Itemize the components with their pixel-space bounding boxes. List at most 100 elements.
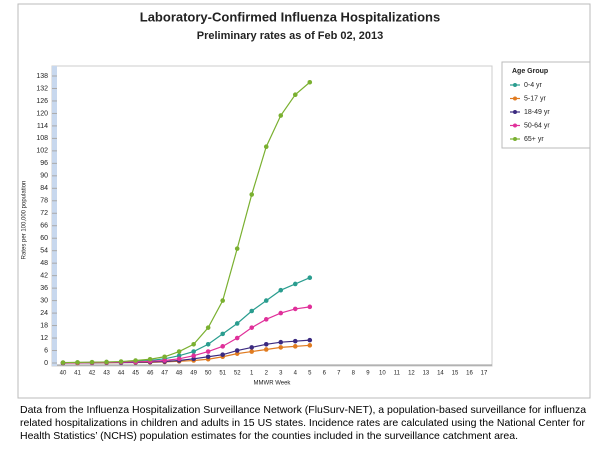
data-point [292, 92, 298, 98]
x-tick-label: 9 [366, 371, 370, 377]
data-point [234, 246, 240, 251]
data-point [249, 349, 255, 354]
data-point [292, 281, 298, 287]
data-point [263, 341, 269, 347]
data-point [205, 325, 211, 330]
data-point [263, 317, 269, 322]
data-point [104, 359, 109, 365]
y-tick-label: 72 [40, 210, 48, 217]
y-tick-label: 66 [40, 223, 48, 230]
data-point [307, 337, 313, 343]
y-tick-label: 90 [40, 173, 48, 180]
x-tick-label: 6 [323, 371, 327, 377]
data-point [307, 79, 313, 85]
data-point [278, 345, 284, 350]
x-tick-label: 10 [379, 371, 386, 377]
legend-title: Age Group [512, 68, 548, 75]
data-point [220, 344, 225, 349]
x-tick-label: 11 [394, 371, 401, 377]
data-point [249, 192, 255, 197]
y-tick-label: 84 [40, 185, 48, 192]
data-point [307, 304, 313, 310]
x-tick-label: 12 [408, 371, 415, 377]
x-tick-label: 8 [352, 371, 356, 377]
data-point [263, 347, 269, 352]
y-tick-label: 78 [40, 198, 48, 205]
data-point [118, 359, 124, 364]
data-point [162, 354, 167, 360]
series-line [62, 81, 311, 364]
x-tick-label: 45 [132, 371, 139, 377]
chart-subtitle: Preliminary rates as of Feb 02, 2013 [197, 30, 384, 42]
data-point [234, 321, 240, 326]
legend-dot [513, 123, 517, 128]
x-tick-label: 51 [219, 371, 226, 377]
x-tick-label: 16 [466, 371, 473, 377]
data-point [220, 298, 225, 303]
x-tick-label: 50 [205, 371, 212, 377]
x-tick-label: 14 [437, 371, 444, 377]
x-tick-label: 44 [118, 371, 125, 377]
x-tick-label: 52 [234, 371, 241, 377]
data-point [234, 348, 240, 353]
y-tick-label: 0 [44, 360, 48, 367]
x-tick-label: 13 [423, 371, 430, 377]
data-point [249, 325, 255, 330]
data-point [249, 308, 255, 314]
data-point [220, 352, 225, 357]
data-point [205, 341, 211, 347]
data-point [89, 359, 95, 365]
y-tick-label: 6 [44, 347, 48, 354]
x-tick-label: 40 [60, 371, 67, 377]
data-point [292, 306, 298, 312]
legend-label: 65+ yr [524, 136, 544, 143]
data-point [278, 287, 284, 293]
legend-box [501, 61, 591, 149]
y-tick-label: 42 [40, 272, 48, 279]
y-tick-label: 18 [40, 322, 48, 329]
legend-dot [513, 110, 517, 114]
x-tick-label: 47 [161, 371, 168, 377]
x-tick-label: 2 [265, 371, 269, 377]
legend-label: 0-4 yr [524, 82, 543, 89]
y-tick-label: 102 [36, 148, 48, 155]
y-tick-label: 132 [36, 85, 48, 92]
data-point [278, 339, 284, 345]
data-point [263, 144, 269, 150]
data-point [147, 356, 153, 362]
data-point [278, 113, 284, 118]
x-tick-label: 43 [103, 371, 110, 377]
data-point [220, 331, 225, 337]
data-point [162, 358, 167, 363]
legend-dot [513, 96, 517, 101]
y-tick-label: 108 [36, 135, 48, 142]
data-point [176, 349, 182, 354]
data-point [249, 345, 255, 350]
data-point [263, 298, 269, 303]
y-tick-label: 24 [40, 310, 48, 317]
axis-strip [52, 66, 57, 366]
x-tick-label: 5 [308, 371, 312, 377]
chart-title: Laboratory-Confirmed Influenza Hospitali… [140, 9, 440, 24]
y-tick-label: 138 [36, 73, 48, 80]
y-tick-label: 96 [40, 160, 48, 167]
data-point [278, 310, 284, 316]
legend-label: 50-64 yr [524, 122, 550, 129]
legend-label: 5-17 yr [524, 95, 546, 102]
x-tick-label: 7 [337, 371, 341, 377]
y-tick-label: 60 [40, 235, 48, 242]
data-point [191, 341, 196, 347]
data-point [133, 358, 138, 363]
data-point [205, 349, 211, 354]
data-point [191, 349, 196, 354]
y-tick-label: 48 [40, 260, 48, 267]
data-point [307, 343, 313, 348]
y-tick-label: 30 [40, 297, 48, 304]
y-tick-label: 54 [40, 248, 48, 255]
caption: Data from the Influenza Hospitalization … [20, 404, 587, 442]
x-tick-label: 49 [190, 371, 197, 377]
data-point [205, 354, 211, 360]
x-tick-label: 15 [452, 371, 459, 377]
x-tick-label: 17 [481, 371, 488, 377]
